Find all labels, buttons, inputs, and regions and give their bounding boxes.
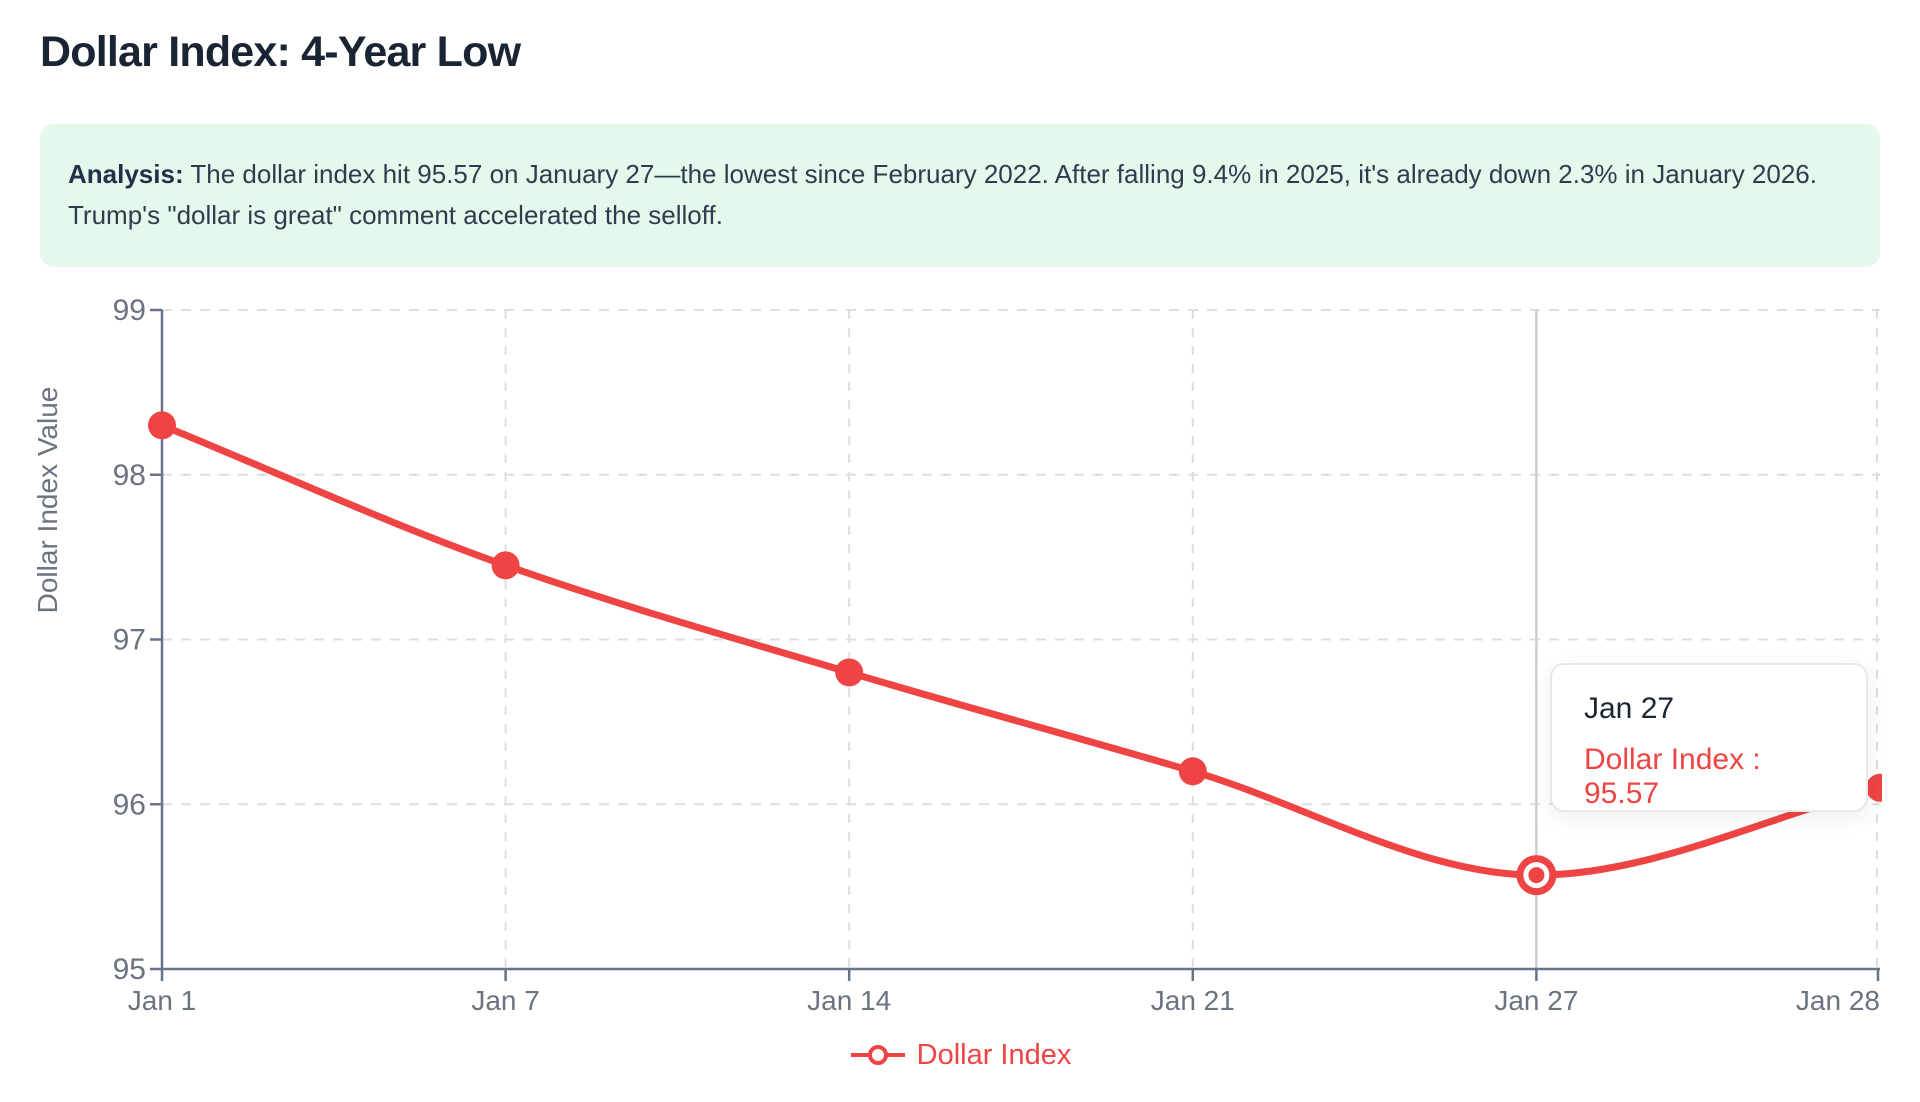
vertical-gridlines xyxy=(504,310,1878,969)
data-point[interactable] xyxy=(835,658,864,687)
y-axis-title: Dollar Index Value xyxy=(32,387,63,614)
x-tick-label: Jan 14 xyxy=(807,985,891,1016)
x-tick-label: Jan 1 xyxy=(128,985,197,1016)
x-tick-label: Jan 28 xyxy=(1796,985,1880,1016)
y-tick-label: 95 xyxy=(113,953,146,986)
tooltip-series-value: Dollar Index : 95.57 xyxy=(1584,743,1761,810)
legend-line-marker-icon xyxy=(850,1045,905,1065)
active-data-point[interactable] xyxy=(1516,855,1557,896)
data-point[interactable] xyxy=(1866,773,1894,802)
y-tick-label: 97 xyxy=(113,624,146,657)
x-tick-label: Jan 21 xyxy=(1151,985,1235,1016)
chart-legend[interactable]: Dollar Index xyxy=(0,1034,1920,1076)
x-tick-label: Jan 7 xyxy=(471,985,540,1016)
y-tick-label: 99 xyxy=(113,294,146,327)
data-point[interactable] xyxy=(148,411,176,440)
y-tick-label: 96 xyxy=(113,788,146,821)
tooltip-date: Jan 27 xyxy=(1584,692,1675,725)
analysis-paragraph: Analysis: The dollar index hit 95.57 on … xyxy=(68,154,1852,236)
y-tick-label: 98 xyxy=(113,459,146,492)
x-axis: Jan 1 Jan 7 Jan 14 Jan 21 Jan 27 Jan 28 xyxy=(128,967,1880,1016)
analysis-text: The dollar index hit 95.57 on January 27… xyxy=(68,159,1817,230)
analysis-callout: Analysis: The dollar index hit 95.57 on … xyxy=(40,124,1880,267)
data-point[interactable] xyxy=(1178,757,1207,786)
data-point[interactable] xyxy=(491,551,520,580)
legend-label: Dollar Index xyxy=(916,1038,1072,1071)
analysis-label: Analysis: xyxy=(68,159,184,189)
chart-tooltip: Jan 27 Dollar Index : 95.57 xyxy=(1550,663,1868,812)
x-tick-label: Jan 27 xyxy=(1494,985,1578,1016)
y-axis: 95 96 97 98 99 xyxy=(113,294,164,986)
page-title: Dollar Index: 4-Year Low xyxy=(40,28,521,76)
dollar-index-line xyxy=(158,421,1882,879)
